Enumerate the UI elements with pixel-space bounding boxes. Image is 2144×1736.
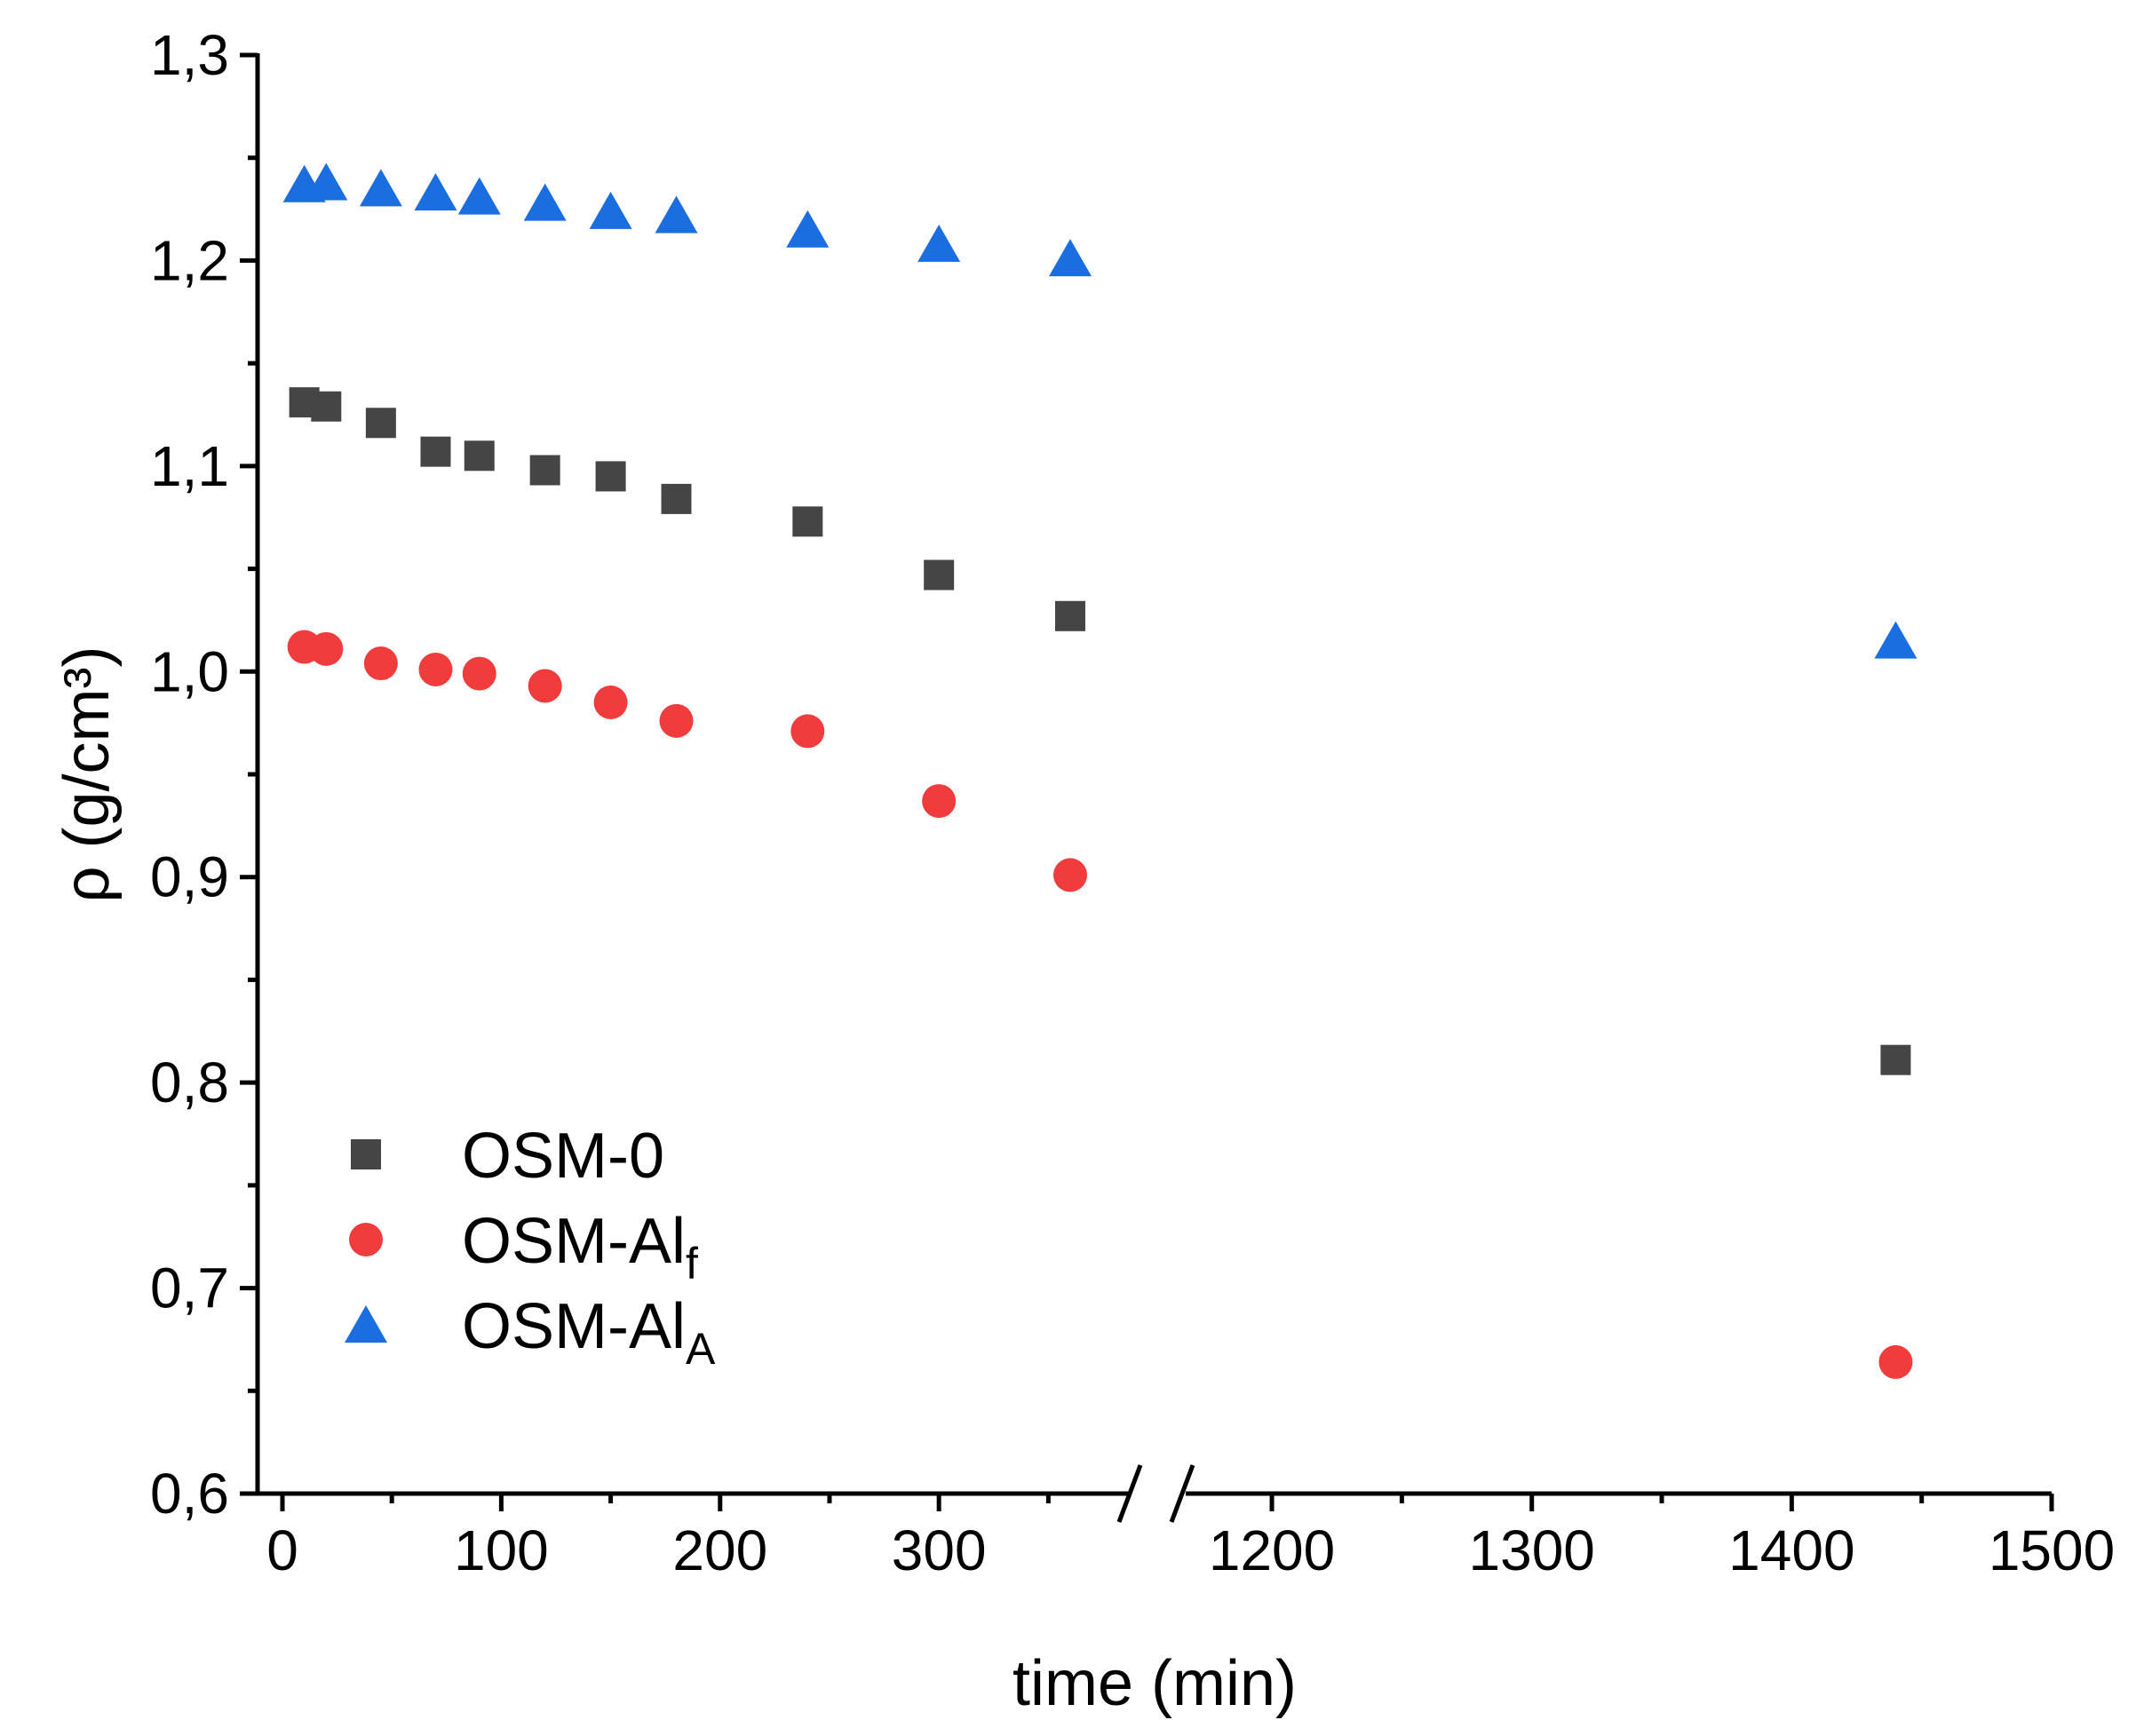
series-1-points [289,387,1911,1075]
series-2-points [287,630,1913,1379]
axis-break-mark-right [1169,1464,1195,1523]
x-axis-title: time (min) [1012,1648,1297,1719]
circle-point [1053,858,1087,892]
square-point [311,391,342,422]
axis-break-mark-left [1116,1464,1143,1523]
square-point [595,461,626,492]
y-tick-label: 1,0 [150,639,229,703]
triangle-point [305,163,348,201]
circle-point [593,686,628,719]
y-tick-label: 0,8 [150,1050,229,1114]
square-point [1880,1044,1911,1075]
legend-triangle-marker [345,1305,387,1343]
triangle-point [589,191,632,229]
y-axis-title: ρ (g/cm³) [52,646,123,903]
square-point [420,436,451,467]
square-point [1055,600,1085,631]
x-tick-label: 100 [454,1518,549,1582]
circle-point [922,784,957,819]
series-3-points [282,163,1918,659]
x-tick-label: 1400 [1728,1518,1854,1582]
square-point [529,455,560,486]
legend-entry-label: OSM-AlA [462,1291,716,1374]
triangle-point [1874,621,1918,659]
legend-entry-subscript: A [686,1324,716,1374]
x-tick-label: 1500 [1989,1518,2115,1582]
circle-point [659,703,694,738]
data-points [282,163,1918,1379]
triangle-point [917,224,961,262]
y-axis-ticks: 0,6 0,7 0,8 0,9 1,0 1,1 1,2 1,3 [150,23,258,1526]
x-tick-label: 1300 [1469,1518,1595,1582]
legend-entry-label: OSM-Alf [462,1206,698,1288]
circle-point [790,714,825,749]
legend-circle-marker [349,1223,383,1256]
triangle-point [523,183,567,221]
triangle-point [414,173,457,211]
triangle-point [786,210,830,248]
square-point [924,559,955,591]
x-tick-label: 0 [266,1518,298,1582]
triangle-point [655,195,698,234]
square-point [365,408,396,439]
circle-point [1878,1344,1913,1379]
y-tick-label: 1,2 [150,228,229,292]
y-tick-label: 1,1 [150,434,229,498]
circle-point [309,631,344,666]
circle-point [528,669,562,703]
triangle-point [1049,239,1092,277]
legend-square-marker [351,1139,381,1169]
y-tick-label: 1,3 [150,23,229,87]
x-tick-label: 300 [892,1518,987,1582]
circle-point [462,656,496,691]
square-point [661,483,692,514]
legend-entry-label: OSM-0 [462,1121,664,1192]
x-tick-label: 1200 [1209,1518,1335,1582]
circle-point [363,646,398,681]
triangle-point [359,169,402,207]
legend-entry-subscript: f [686,1239,698,1288]
triangle-point [457,177,501,215]
y-tick-label: 0,7 [150,1256,229,1320]
square-point [792,506,823,537]
y-tick-label: 0,6 [150,1462,229,1526]
circle-point [418,652,453,686]
y-tick-label: 0,9 [150,845,229,909]
x-axis-ticks: 0 100 200 300 1200 1300 1400 1500 [266,1494,2115,1582]
x-tick-label: 200 [672,1518,767,1582]
square-point [464,440,495,472]
